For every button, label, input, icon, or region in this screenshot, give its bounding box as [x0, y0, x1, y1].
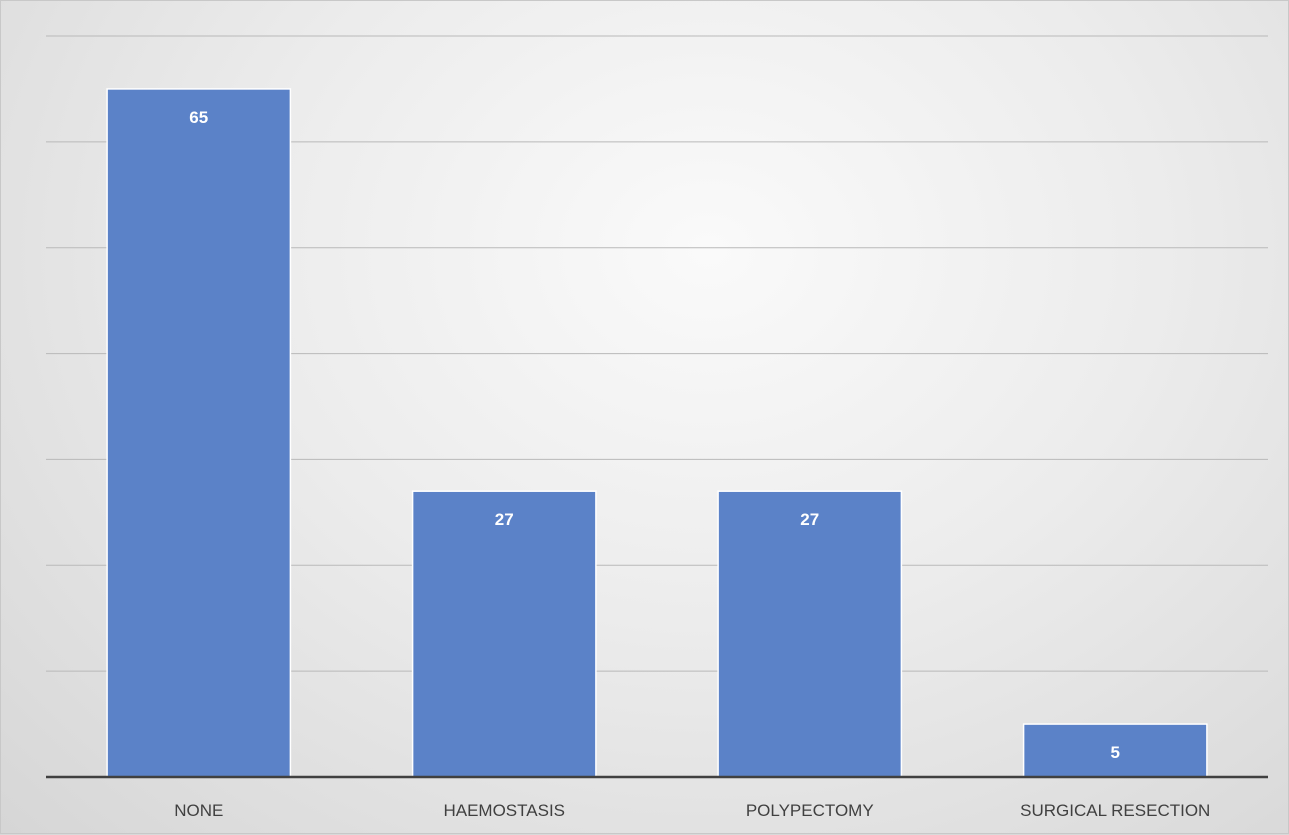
- data-label-polypectomy: 27: [800, 510, 819, 529]
- data-label-none: 65: [189, 108, 208, 127]
- x-tick-label-none: NONE: [174, 801, 223, 820]
- data-labels: 65 27 27 5: [189, 108, 1120, 762]
- x-axis-tick-labels: NONE HAEMOSTASIS POLYPECTOMY SURGICAL RESEC…: [174, 801, 1210, 820]
- bar-haemostasis: [411, 490, 597, 778]
- data-label-haemostasis: 27: [495, 510, 514, 529]
- bar-polypectomy: [717, 490, 903, 778]
- bars: [106, 88, 1208, 778]
- bar-none: [106, 88, 292, 778]
- x-tick-label-haemostasis: HAEMOSTASIS: [443, 801, 565, 820]
- x-tick-label-surgical-resection: SURGICAL RESECTION: [1020, 801, 1210, 820]
- data-label-surgical-resection: 5: [1111, 743, 1120, 762]
- x-tick-label-polypectomy: POLYPECTOMY: [746, 801, 874, 820]
